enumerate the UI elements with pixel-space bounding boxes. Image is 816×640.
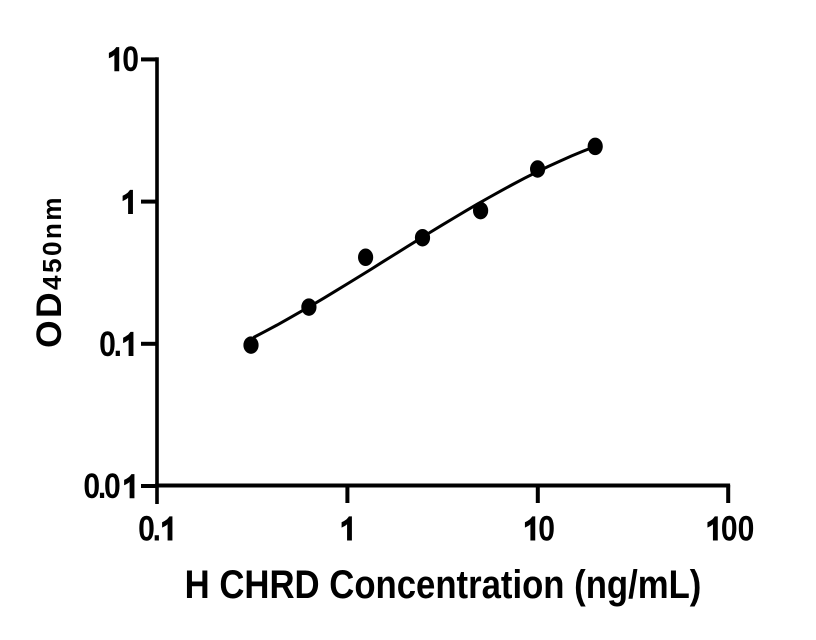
svg-text:H CHRD Concentration (ng/mL): H CHRD Concentration (ng/mL) (185, 562, 702, 607)
svg-text:10: 10 (106, 39, 139, 79)
svg-text:10: 10 (522, 508, 555, 548)
svg-text:1: 1 (119, 182, 136, 222)
svg-text:1: 1 (338, 508, 355, 548)
svg-text:100: 100 (704, 508, 754, 548)
svg-text:0.01: 0.01 (83, 466, 137, 506)
